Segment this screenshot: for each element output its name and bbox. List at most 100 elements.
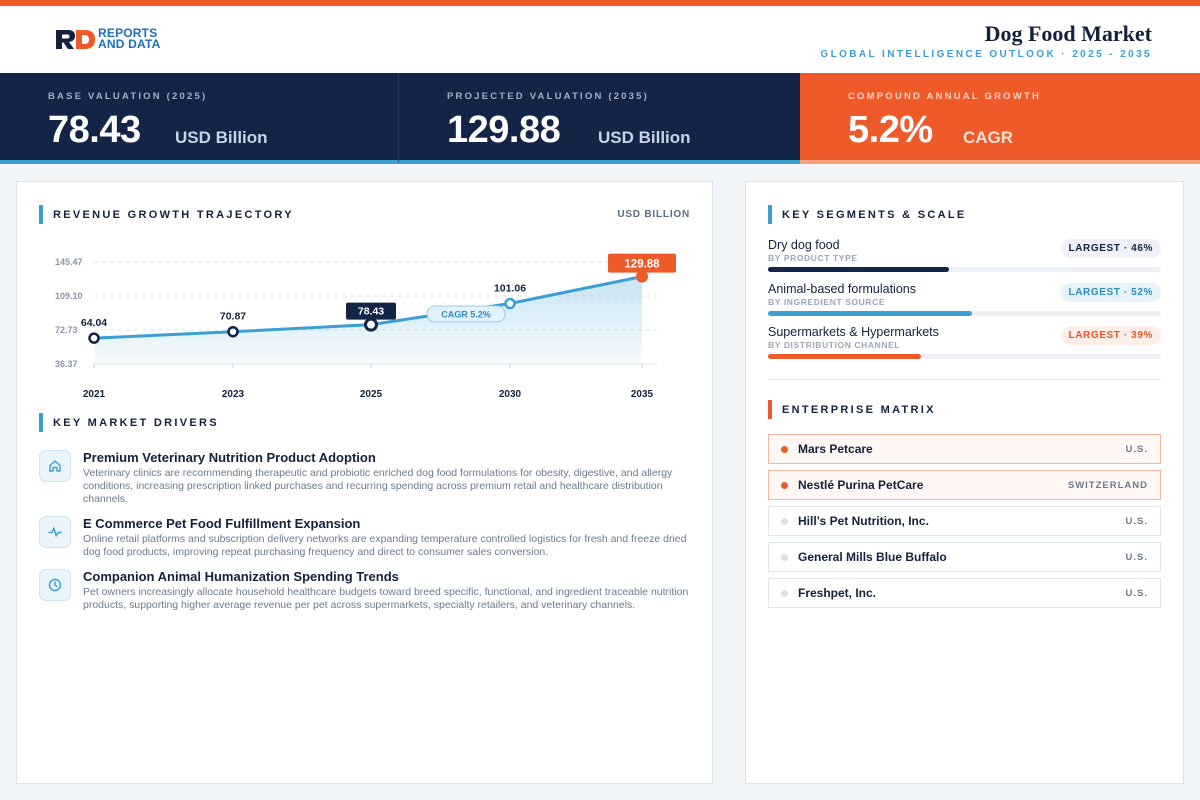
kpi-base-valuation: BASE VALUATION (2025) 78.43 USD Billion (0, 73, 399, 164)
top-accent-stripe (0, 0, 1200, 6)
company-country: U.S. (1125, 516, 1148, 527)
data-point (88, 332, 100, 344)
home-icon (39, 450, 71, 482)
segment-name: Supermarkets & Hypermarkets (768, 325, 939, 339)
kpi-cagr: COMPOUND ANNUAL GROWTH 5.2% CAGR (800, 73, 1200, 164)
data-label-box (346, 302, 396, 320)
company-country: SWITZERLAND (1067, 480, 1148, 491)
left-panel: REVENUE GROWTH TRAJECTORY USD BILLION 14… (16, 181, 713, 784)
company-name: Freshpet, Inc. (798, 586, 877, 600)
right-panel: KEY SEGMENTS & SCALE Dry dog food BY PRO… (745, 181, 1184, 784)
data-point (504, 297, 516, 310)
company-row[interactable]: General Mills Blue Buffalo U.S. (768, 542, 1161, 572)
driver-description: Pet owners increasingly allocate househo… (83, 586, 689, 611)
page-subtitle: GLOBAL INTELLIGENCE OUTLOOK · 2025 - 203… (820, 49, 1152, 60)
company-row[interactable]: Nestlé Purina PetCare SWITZERLAND (768, 470, 1161, 500)
y-tick-label: 109.10 (55, 291, 83, 301)
brand-name: REPORTS AND DATA (98, 26, 161, 51)
kpi-strip: BASE VALUATION (2025) 78.43 USD Billion … (0, 73, 1200, 164)
kpi-value: 78.43 (48, 109, 141, 151)
revenue-section-title: REVENUE GROWTH TRAJECTORY (53, 208, 294, 221)
segment-category: BY PRODUCT TYPE (768, 253, 858, 263)
page-title: Dog Food Market (984, 21, 1152, 46)
segment-share-bar (768, 354, 922, 359)
status-dot-icon (781, 482, 788, 489)
section-accent-bar (768, 400, 772, 419)
data-point (227, 325, 239, 338)
company-country: U.S. (1125, 444, 1148, 455)
x-tick-label: 2023 (222, 389, 245, 400)
section-accent-bar (39, 413, 43, 432)
kpi-unit: USD Billion (598, 128, 691, 147)
segment-share-track (768, 354, 1161, 359)
status-dot-icon (781, 554, 788, 561)
section-accent-bar (768, 205, 772, 224)
driver-title: E Commerce Pet Food Fulfillment Expansio… (83, 516, 361, 531)
company-row[interactable]: Mars Petcare U.S. (768, 434, 1161, 464)
segment-share-badge: LARGEST · 52% (1060, 283, 1161, 302)
revenue-section-header: REVENUE GROWTH TRAJECTORY (39, 205, 294, 224)
chart-unit-label: USD BILLION (617, 209, 690, 220)
company-row[interactable]: Hill’s Pet Nutrition, Inc. U.S. (768, 506, 1161, 536)
enterprise-section-header: ENTERPRISE MATRIX (768, 400, 936, 419)
x-tick-label: 2030 (499, 389, 522, 400)
data-point (364, 317, 378, 332)
company-name: Nestlé Purina PetCare (798, 478, 924, 492)
driver-title: Premium Veterinary Nutrition Product Ado… (83, 450, 376, 465)
data-label-box (608, 253, 676, 273)
area-fill (94, 276, 642, 364)
x-tick-label: 2035 (631, 389, 654, 400)
company-country: U.S. (1125, 552, 1148, 563)
x-tick-label: 2021 (83, 389, 106, 400)
section-accent-bar (39, 205, 43, 224)
segment-category: BY INGREDIENT SOURCE (768, 297, 886, 307)
drivers-section-title: KEY MARKET DRIVERS (53, 416, 219, 429)
activity-icon (39, 516, 71, 548)
data-label: 78.43 (358, 306, 384, 318)
segment-share-badge: LARGEST · 46% (1060, 239, 1161, 258)
x-tick-label: 2025 (360, 389, 383, 400)
y-tick-label: 145.47 (55, 257, 83, 267)
data-label: 101.06 (494, 283, 526, 295)
status-dot-icon (781, 446, 788, 453)
segment-category: BY DISTRIBUTION CHANNEL (768, 340, 901, 350)
driver-title: Companion Animal Humanization Spending T… (83, 569, 399, 584)
company-country: U.S. (1125, 588, 1148, 599)
segment-name: Dry dog food (768, 238, 840, 252)
y-tick-label: 36.37 (55, 359, 78, 369)
rd-logo-icon (56, 30, 95, 49)
data-label: 70.87 (220, 311, 246, 323)
company-name: Mars Petcare (798, 442, 873, 456)
kpi-label: COMPOUND ANNUAL GROWTH (848, 91, 1042, 102)
brand-logo[interactable]: REPORTS AND DATA (54, 26, 161, 51)
driver-description: Veterinary clinics are recommending ther… (83, 467, 673, 505)
segment-share-bar (768, 267, 949, 272)
company-name: General Mills Blue Buffalo (798, 550, 947, 564)
data-point (636, 270, 648, 283)
segment-share-track (768, 267, 1161, 272)
segments-section-header: KEY SEGMENTS & SCALE (768, 205, 967, 224)
segment-name: Animal-based formulations (768, 282, 916, 296)
segment-share-bar (768, 311, 973, 316)
status-dot-icon (781, 590, 788, 597)
kpi-value: 129.88 (447, 109, 561, 151)
kpi-value: 5.2% (848, 109, 933, 151)
enterprise-section-title: ENTERPRISE MATRIX (782, 403, 936, 416)
company-name: Hill’s Pet Nutrition, Inc. (798, 514, 929, 528)
data-label: 64.04 (81, 317, 107, 329)
section-divider (768, 379, 1161, 380)
revenue-line-chart: 145.47 109.10 72.73 36.37 2021 2023 2025 2030 20… (55, 253, 676, 400)
kpi-label: BASE VALUATION (2025) (48, 91, 208, 102)
status-dot-icon (781, 518, 788, 525)
cagr-annotation-label: CAGR 5.2% (441, 310, 491, 320)
kpi-unit: CAGR (963, 128, 1014, 147)
kpi-unit: USD Billion (175, 128, 268, 147)
kpi-projected-valuation: PROJECTED VALUATION (2035) 129.88 USD Bi… (399, 73, 800, 164)
cagr-annotation-pill (426, 305, 506, 323)
company-row[interactable]: Freshpet, Inc. U.S. (768, 578, 1161, 608)
segment-share-badge: LARGEST · 39% (1060, 326, 1161, 345)
kpi-label: PROJECTED VALUATION (2035) (447, 91, 650, 102)
segments-section-title: KEY SEGMENTS & SCALE (782, 208, 967, 221)
page-header: REPORTS AND DATA Dog Food Market GLOBAL … (0, 6, 1200, 73)
clock-icon (39, 569, 71, 601)
